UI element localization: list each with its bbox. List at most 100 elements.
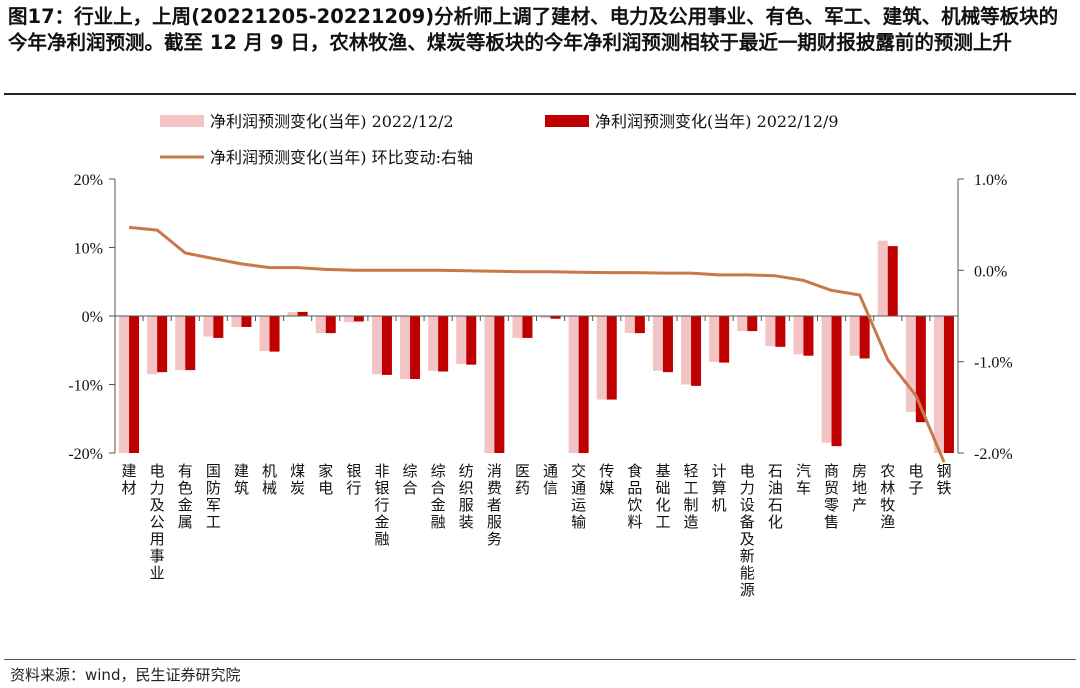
bar-1209-16 bbox=[550, 316, 561, 319]
bar-1209-9 bbox=[353, 316, 364, 322]
left-tick-label-4: 10% bbox=[74, 241, 103, 258]
bar-1209-7 bbox=[297, 311, 308, 316]
axes: -20% -10% 0% 10% 20% -2.0% -1.0% 0.0% 1.0% bbox=[68, 172, 1012, 463]
category-labels: 建材电力及公用事业有色金属国防军工建筑机械煤炭家电银行非银行金融综合综合金融纺织… bbox=[122, 462, 952, 599]
bar-1209-13 bbox=[466, 316, 477, 365]
bar-1202-15 bbox=[512, 316, 523, 338]
bar-1202-5 bbox=[231, 316, 242, 327]
bar-1209-1 bbox=[129, 316, 140, 453]
category-label-21: 轻工制造 bbox=[684, 462, 699, 531]
legend-swatch-1 bbox=[160, 115, 204, 127]
bar-1209-12 bbox=[438, 316, 449, 372]
left-tick-label-2: -10% bbox=[68, 378, 103, 395]
bar-1209-6 bbox=[269, 316, 280, 352]
category-label-29: 电子 bbox=[908, 462, 923, 497]
bar-1202-19 bbox=[624, 316, 635, 334]
right-tick-label-4: 1.0% bbox=[974, 172, 1007, 189]
category-label-15: 医药 bbox=[515, 462, 530, 497]
bar-1202-25 bbox=[793, 316, 804, 355]
bar-1209-11 bbox=[410, 316, 421, 380]
bar-1202-1 bbox=[119, 316, 130, 453]
category-label-25: 汽车 bbox=[796, 462, 811, 497]
chart-title: 图17：行业上，上周(20221205-20221209)分析师上调了建材、电力… bbox=[8, 5, 1059, 54]
bar-1202-28 bbox=[877, 240, 888, 316]
bar-1202-13 bbox=[456, 316, 467, 364]
bar-1209-24 bbox=[775, 316, 786, 347]
bar-1209-30 bbox=[943, 316, 954, 453]
category-label-27: 房地产 bbox=[852, 462, 867, 514]
bar-1209-26 bbox=[831, 316, 842, 447]
top-divider bbox=[4, 93, 1076, 95]
bar-1202-10 bbox=[371, 316, 382, 375]
bar-1202-2 bbox=[147, 316, 158, 375]
bar-1209-28 bbox=[887, 246, 898, 316]
line-series bbox=[128, 225, 946, 463]
bar-1202-16 bbox=[540, 316, 551, 319]
category-label-1: 建材 bbox=[122, 462, 137, 497]
bar-1202-4 bbox=[203, 316, 214, 337]
bar-1202-11 bbox=[400, 316, 411, 380]
category-label-19: 食品饮料 bbox=[627, 462, 642, 531]
legend-label-3: 净利润预测变化(当年) 环比变动:右轴 bbox=[210, 148, 473, 167]
category-label-23: 电力设备及新能源 bbox=[740, 462, 755, 599]
category-label-13: 纺织服装 bbox=[459, 462, 474, 531]
category-label-5: 建筑 bbox=[234, 462, 249, 497]
legend-label-2: 净利润预测变化(当年) 2022/12/9 bbox=[595, 112, 839, 131]
bar-1202-22 bbox=[709, 316, 720, 362]
bar-1202-27 bbox=[849, 316, 860, 356]
left-tick-label-3: 0% bbox=[82, 309, 103, 326]
left-tick-label-1: -20% bbox=[68, 446, 103, 463]
category-label-9: 银行 bbox=[346, 462, 361, 497]
bar-1209-27 bbox=[859, 316, 870, 359]
legend: 净利润预测变化(当年) 2022/12/2 净利润预测变化(当年) 2022/12… bbox=[160, 112, 839, 167]
bar-1209-17 bbox=[578, 316, 589, 453]
bar-1202-24 bbox=[765, 316, 776, 347]
bar-1202-8 bbox=[315, 316, 326, 334]
bar-1209-22 bbox=[719, 316, 730, 363]
bar-1209-15 bbox=[522, 316, 533, 338]
category-label-10: 非银行金融 bbox=[374, 462, 389, 548]
bar-1202-21 bbox=[681, 316, 692, 385]
bar-1202-20 bbox=[652, 316, 663, 371]
bar-1209-2 bbox=[157, 316, 168, 373]
bar-1202-12 bbox=[428, 316, 439, 371]
bar-1202-3 bbox=[175, 316, 186, 371]
right-tick-label-2: -1.0% bbox=[974, 355, 1013, 372]
source-note: 资料来源：wind，民生证券研究院 bbox=[10, 666, 241, 684]
chart-area: 净利润预测变化(当年) 2022/12/2 净利润预测变化(当年) 2022/12… bbox=[68, 112, 1012, 599]
bar-1209-18 bbox=[606, 316, 617, 400]
category-label-14: 消费者服务 bbox=[487, 462, 502, 548]
category-label-7: 煤炭 bbox=[290, 462, 305, 497]
line-mom-change bbox=[128, 225, 946, 463]
category-label-18: 传媒 bbox=[599, 462, 614, 497]
bar-1202-17 bbox=[568, 316, 579, 453]
bar-1202-23 bbox=[737, 316, 748, 332]
category-label-16: 通信 bbox=[543, 462, 558, 497]
bar-1209-20 bbox=[662, 316, 673, 373]
bar-1202-6 bbox=[259, 316, 270, 351]
bar-1202-9 bbox=[343, 316, 354, 323]
bar-1202-30 bbox=[933, 316, 944, 453]
legend-swatch-2 bbox=[545, 115, 589, 127]
category-label-17: 交通运输 bbox=[571, 462, 586, 531]
bar-1209-5 bbox=[241, 316, 252, 327]
legend-label-1: 净利润预测变化(当年) 2022/12/2 bbox=[210, 112, 454, 131]
bar-1209-19 bbox=[634, 316, 645, 334]
bottom-divider bbox=[4, 659, 1076, 660]
category-label-3: 有色金属 bbox=[178, 462, 193, 531]
bar-1209-10 bbox=[381, 316, 392, 375]
category-label-12: 综合金融 bbox=[431, 462, 446, 531]
bar-1209-3 bbox=[185, 316, 196, 371]
bar-1202-18 bbox=[596, 316, 607, 400]
category-label-28: 农林牧渔 bbox=[880, 462, 895, 531]
bar-1209-23 bbox=[747, 316, 758, 332]
bar-1209-8 bbox=[325, 316, 336, 334]
bar-series bbox=[119, 240, 954, 453]
category-label-4: 国防军工 bbox=[206, 462, 221, 531]
category-label-11: 综合 bbox=[403, 462, 418, 497]
category-label-30: 钢铁 bbox=[936, 462, 951, 497]
bar-1209-14 bbox=[494, 316, 505, 453]
bar-1202-7 bbox=[287, 311, 298, 316]
left-tick-label-5: 20% bbox=[74, 172, 103, 189]
right-tick-label-1: -2.0% bbox=[974, 446, 1013, 463]
